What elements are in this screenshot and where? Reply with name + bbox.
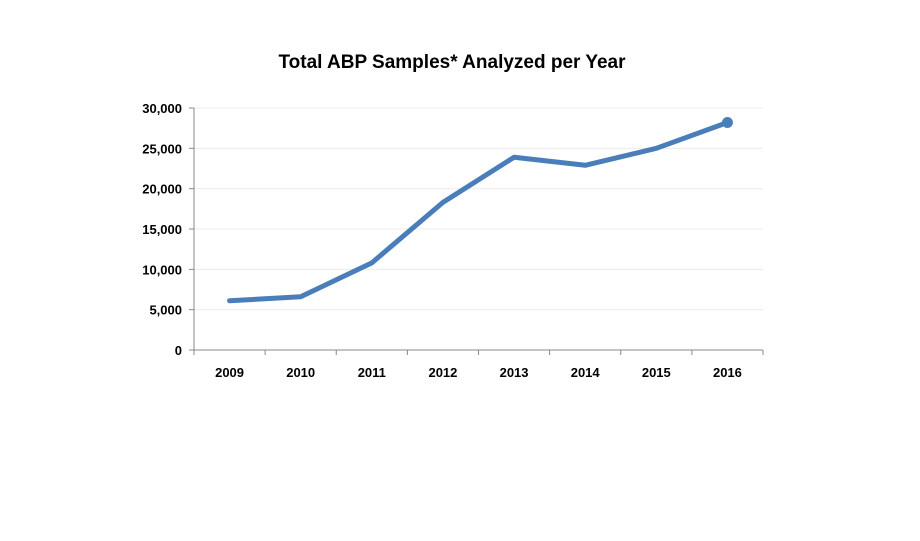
y-tick-label: 30,000 <box>142 101 182 116</box>
data-point <box>442 201 444 203</box>
x-tick-label: 2013 <box>500 365 529 380</box>
data-point <box>584 164 586 166</box>
chart-title: Total ABP Samples* Analyzed per Year <box>278 52 626 73</box>
data-point <box>655 147 657 149</box>
data-point <box>513 156 515 158</box>
y-tick-label: 25,000 <box>142 141 182 156</box>
y-tick-label: 5,000 <box>149 303 182 318</box>
data-point-marker <box>721 117 733 129</box>
x-tick-label: 2010 <box>286 365 315 380</box>
x-tick-label: 2016 <box>713 365 742 380</box>
x-tick-label: 2012 <box>428 365 457 380</box>
data-point <box>371 262 373 264</box>
data-point <box>229 300 231 302</box>
series-line <box>227 120 730 304</box>
x-tick-label: 2014 <box>571 365 601 380</box>
x-tick-label: 2011 <box>358 365 386 380</box>
tick-labels: 0 5,000 10,000 15,000 20,000 25,000 30,000 2009… <box>142 101 742 380</box>
y-tick-label: 10,000 <box>142 262 182 277</box>
axes <box>189 107 764 355</box>
series-layer <box>227 117 733 304</box>
y-tick-label: 15,000 <box>142 222 182 237</box>
data-point <box>300 296 302 298</box>
gridlines <box>194 107 763 311</box>
y-tick-label: 0 <box>175 343 182 358</box>
x-tick-label: 2015 <box>642 365 671 380</box>
y-tick-label: 20,000 <box>142 182 182 197</box>
x-tick-label: 2009 <box>215 365 244 380</box>
